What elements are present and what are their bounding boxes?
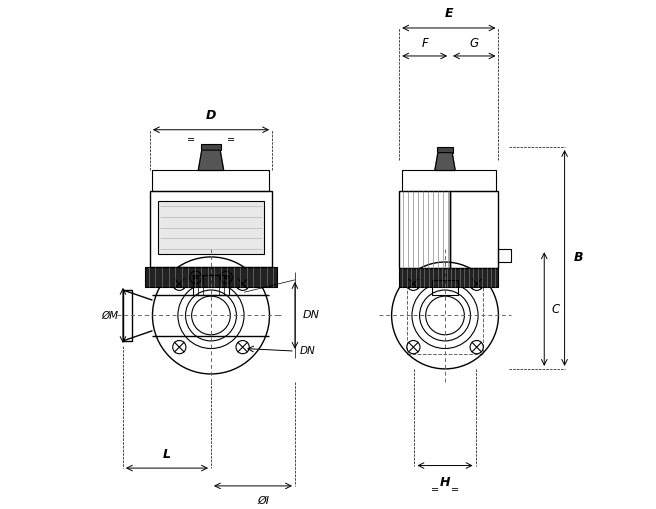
- Bar: [499, 249, 511, 262]
- Text: ØI: ØI: [257, 496, 269, 506]
- Text: E: E: [445, 7, 453, 20]
- Circle shape: [194, 275, 197, 279]
- Text: =: =: [186, 135, 195, 145]
- Bar: [193, 275, 229, 295]
- Bar: [407, 277, 483, 354]
- Bar: [152, 171, 270, 191]
- Text: DN: DN: [302, 310, 319, 321]
- Text: L: L: [163, 448, 171, 462]
- Bar: [450, 191, 499, 268]
- Bar: [150, 191, 272, 267]
- Polygon shape: [435, 153, 455, 171]
- Text: DN: DN: [300, 346, 316, 356]
- Text: =: =: [227, 135, 236, 145]
- Text: D: D: [206, 109, 216, 122]
- Bar: [157, 201, 264, 254]
- Text: =: =: [431, 485, 439, 495]
- Bar: [145, 267, 277, 288]
- Text: F: F: [421, 37, 428, 50]
- Bar: [123, 290, 132, 341]
- Bar: [201, 144, 221, 150]
- Text: C: C: [552, 302, 560, 316]
- Polygon shape: [198, 150, 224, 171]
- Text: B: B: [574, 251, 583, 265]
- Circle shape: [224, 275, 228, 279]
- Text: H: H: [440, 476, 450, 489]
- Bar: [400, 268, 499, 288]
- Bar: [432, 280, 458, 295]
- Bar: [401, 171, 496, 191]
- Text: ØM: ØM: [102, 310, 119, 321]
- Bar: [400, 191, 450, 268]
- Bar: [437, 147, 453, 153]
- Text: =: =: [451, 485, 459, 495]
- Text: G: G: [470, 37, 479, 50]
